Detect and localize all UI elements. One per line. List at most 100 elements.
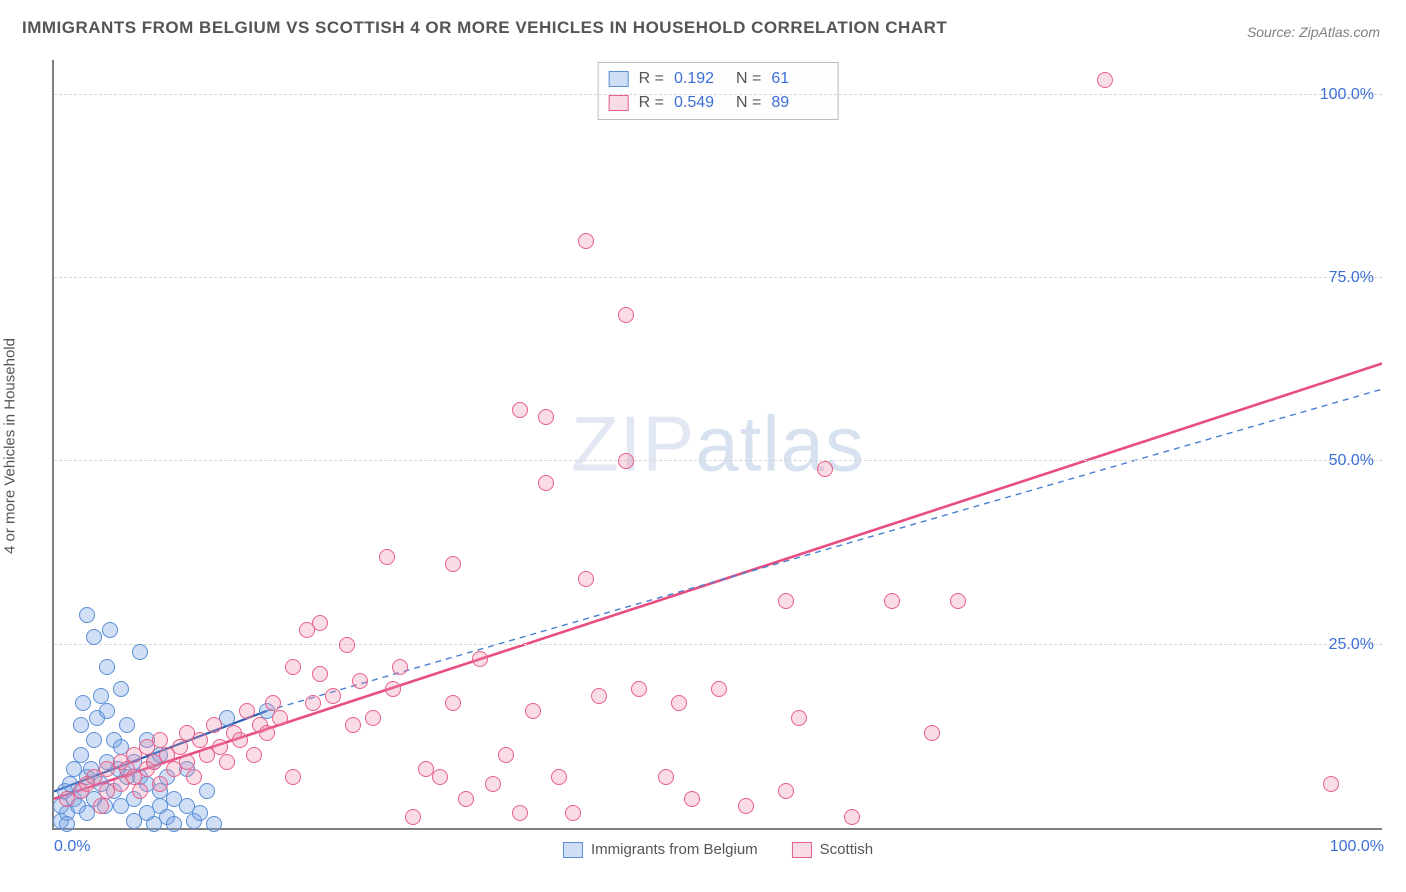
scatter-point — [99, 703, 115, 719]
scatter-point — [392, 659, 408, 675]
scatter-point — [950, 593, 966, 609]
stat-val-r0: 0.192 — [674, 67, 726, 91]
scatter-point — [59, 816, 75, 832]
scatter-point — [312, 615, 328, 631]
scatter-point — [352, 673, 368, 689]
scatter-point — [206, 717, 222, 733]
scatter-point — [445, 556, 461, 572]
scatter-point — [578, 571, 594, 587]
scatter-point — [152, 776, 168, 792]
scatter-point — [166, 816, 182, 832]
scatter-point — [132, 644, 148, 660]
legend-item-0: Immigrants from Belgium — [563, 841, 758, 858]
scatter-point — [472, 651, 488, 667]
scatter-point — [75, 695, 91, 711]
legend-item-1: Scottish — [792, 841, 873, 858]
scatter-point — [219, 754, 235, 770]
scatter-point — [924, 725, 940, 741]
scatter-point — [379, 549, 395, 565]
scatter-point — [884, 593, 900, 609]
scatter-point — [113, 681, 129, 697]
scatter-point — [232, 732, 248, 748]
swatch-icon — [792, 842, 812, 858]
y-tick-label: 100.0% — [1320, 86, 1374, 104]
scatter-point — [239, 703, 255, 719]
scatter-point — [365, 710, 381, 726]
scatter-point — [325, 688, 341, 704]
scatter-point — [1323, 776, 1339, 792]
scatter-point — [671, 695, 687, 711]
scatter-point — [432, 769, 448, 785]
scatter-point — [152, 732, 168, 748]
watermark-bold: ZIP — [571, 400, 695, 488]
scatter-point — [525, 703, 541, 719]
gridline — [54, 460, 1382, 461]
bottom-legend: Immigrants from Belgium Scottish — [563, 841, 873, 858]
scatter-point — [791, 710, 807, 726]
y-tick-label: 50.0% — [1329, 452, 1374, 470]
scatter-point — [259, 725, 275, 741]
scatter-point — [192, 732, 208, 748]
swatch-icon — [609, 71, 629, 87]
scatter-point — [778, 783, 794, 799]
scatter-point — [538, 475, 554, 491]
scatter-point — [79, 607, 95, 623]
scatter-point — [285, 769, 301, 785]
scatter-point — [93, 798, 109, 814]
scatter-point — [305, 695, 321, 711]
scatter-point — [512, 805, 528, 821]
scatter-point — [265, 695, 281, 711]
scatter-point — [246, 747, 262, 763]
chart-title: IMMIGRANTS FROM BELGIUM VS SCOTTISH 4 OR… — [22, 18, 947, 38]
scatter-point — [1097, 72, 1113, 88]
scatter-point — [73, 717, 89, 733]
scatter-point — [578, 233, 594, 249]
gridline — [54, 644, 1382, 645]
scatter-point — [817, 461, 833, 477]
scatter-point — [119, 717, 135, 733]
y-tick-label: 75.0% — [1329, 269, 1374, 287]
scatter-point — [618, 307, 634, 323]
scatter-point — [86, 629, 102, 645]
scatter-point — [512, 402, 528, 418]
stat-val-n0: 61 — [771, 67, 823, 91]
swatch-icon — [609, 95, 629, 111]
legend-label-1: Scottish — [820, 841, 873, 858]
scatter-point — [551, 769, 567, 785]
scatter-point — [844, 809, 860, 825]
scatter-point — [684, 791, 700, 807]
scatter-point — [565, 805, 581, 821]
scatter-point — [405, 809, 421, 825]
scatter-point — [186, 769, 202, 785]
watermark-light: atlas — [695, 400, 865, 488]
stat-label-r: R = — [639, 67, 664, 91]
scatter-point — [778, 593, 794, 609]
scatter-point — [73, 747, 89, 763]
scatter-point — [385, 681, 401, 697]
scatter-point — [132, 783, 148, 799]
y-tick-label: 25.0% — [1329, 636, 1374, 654]
scatter-point — [445, 695, 461, 711]
scatter-point — [179, 754, 195, 770]
scatter-point — [618, 453, 634, 469]
scatter-plot: ZIPatlas R = 0.192 N = 61 R = 0.549 N = … — [52, 60, 1382, 830]
scatter-point — [93, 688, 109, 704]
swatch-icon — [563, 842, 583, 858]
scatter-point — [538, 409, 554, 425]
scatter-point — [658, 769, 674, 785]
scatter-point — [631, 681, 647, 697]
scatter-point — [99, 659, 115, 675]
stats-row-0: R = 0.192 N = 61 — [609, 67, 824, 91]
scatter-point — [591, 688, 607, 704]
scatter-point — [102, 622, 118, 638]
scatter-point — [272, 710, 288, 726]
x-tick-label: 100.0% — [1330, 838, 1384, 856]
scatter-point — [312, 666, 328, 682]
stats-legend-box: R = 0.192 N = 61 R = 0.549 N = 89 — [598, 62, 839, 120]
scatter-point — [199, 783, 215, 799]
legend-label-0: Immigrants from Belgium — [591, 841, 758, 858]
scatter-point — [192, 805, 208, 821]
scatter-point — [206, 816, 222, 832]
scatter-point — [285, 659, 301, 675]
scatter-point — [86, 732, 102, 748]
